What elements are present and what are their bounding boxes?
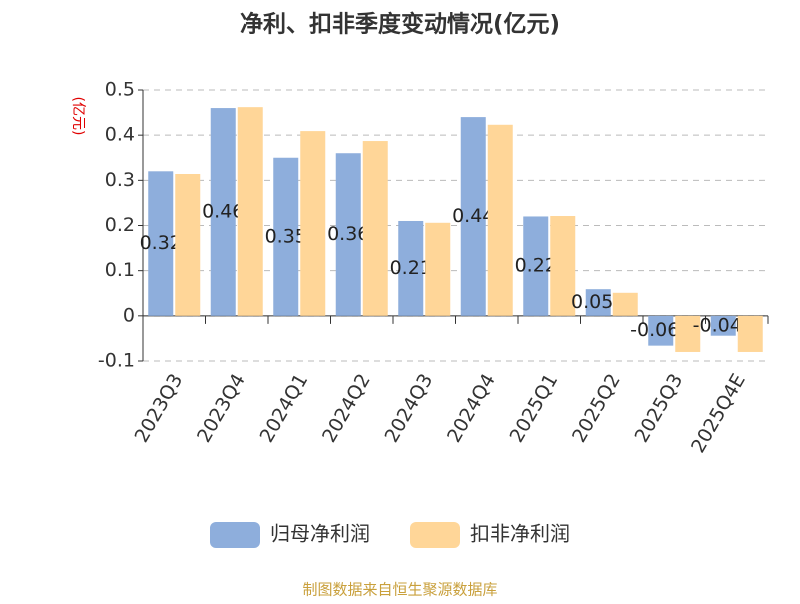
data-label: 0.44	[452, 205, 494, 227]
legend-swatch	[210, 522, 260, 548]
footer: 制图数据来自恒生聚源数据库	[302, 581, 497, 599]
bar	[550, 216, 576, 316]
bar	[237, 107, 263, 316]
x-tick-label: 2025Q3	[631, 370, 688, 446]
x-tick-label: 2025Q2	[568, 370, 625, 446]
legend-label: 归母净利润	[270, 522, 370, 546]
bar	[148, 171, 174, 316]
data-label: 0.36	[327, 223, 369, 245]
y-tick-label: 0.5	[105, 79, 135, 101]
data-label: 0.35	[265, 225, 307, 247]
bar	[675, 315, 701, 352]
y-tick-label: -0.1	[98, 350, 135, 372]
bar	[460, 117, 486, 316]
y-tick-label: 0	[123, 304, 135, 326]
bar	[523, 216, 549, 316]
x-tick-label: 2024Q1	[256, 370, 313, 446]
bar	[585, 289, 611, 316]
y-axis-label: (亿元)	[70, 97, 86, 136]
y-tick-label: 0.4	[105, 124, 135, 146]
data-label: 0.22	[515, 255, 557, 277]
x-tick-label: 2024Q2	[318, 370, 375, 446]
legend-label: 扣非净利润	[470, 522, 570, 546]
bar	[487, 124, 513, 316]
bar	[612, 292, 638, 316]
bar	[210, 108, 236, 316]
bar	[362, 141, 388, 316]
bar	[273, 157, 299, 316]
x-tick-label: 2025Q4E	[687, 370, 750, 457]
x-tick-label: 2025Q1	[506, 370, 563, 446]
bar	[300, 131, 326, 316]
y-tick-label: 0.3	[105, 169, 135, 191]
data-label: 0.059	[571, 291, 625, 313]
data-label: 0.21	[390, 257, 432, 279]
bar	[710, 315, 736, 336]
x-tick-label: 2023Q4	[193, 370, 250, 446]
data-label: 0.46	[202, 200, 244, 222]
data-label: 0.32	[140, 232, 182, 254]
x-tick-label: 2024Q3	[381, 370, 438, 446]
chart-title: 净利、扣非季度变动情况(亿元)	[240, 11, 560, 38]
y-tick-label: 0.2	[105, 214, 135, 236]
bar	[425, 222, 451, 316]
x-tick-label: 2023Q3	[131, 370, 188, 446]
x-tick-label: 2024Q4	[443, 370, 500, 446]
bar	[398, 220, 424, 316]
bar	[335, 153, 361, 316]
bar	[737, 315, 763, 352]
bar	[648, 315, 674, 346]
legend-swatch	[410, 522, 460, 548]
y-tick-label: 0.1	[105, 259, 135, 281]
bar	[175, 174, 201, 316]
